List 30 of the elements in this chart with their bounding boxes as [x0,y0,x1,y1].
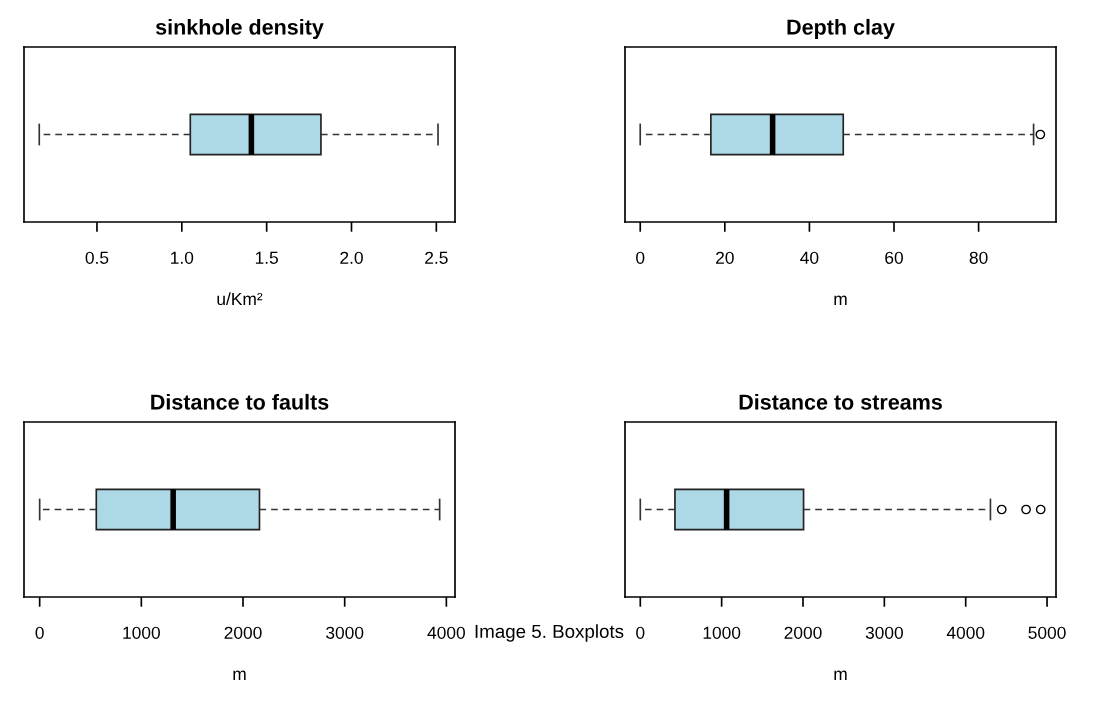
x-tick-label: 1.0 [171,251,194,264]
chart-title: Depth clay [787,18,895,39]
x-tick-label: 0 [636,626,645,639]
x-tick-label: 2000 [224,626,262,639]
x-tick-label: 0.5 [85,251,109,264]
chart-title: Distance to streams [739,393,942,410]
chart-title: sinkhole density [155,18,324,39]
x-tick-label: 2.0 [340,251,363,264]
x-tick-label: 0 [35,626,44,639]
x-tick-label: 60 [885,251,903,264]
x-tick-label: 1.5 [255,251,278,264]
chart-title: Distance to faults [151,393,329,410]
x-tick-label: 1000 [703,626,741,639]
x-tick-label: 40 [800,251,819,264]
text: Image 5. Boxplots [475,624,624,642]
x-tick-label: 5000 [1028,626,1066,639]
x-tick-label: 0 [636,251,645,264]
x-tick-label: 2.5 [425,251,448,264]
x-axis-title: m [834,670,847,680]
x-tick-label: 2000 [784,626,822,639]
x-tick-label: 3000 [326,626,364,639]
x-tick-label: 4000 [427,626,465,639]
x-tick-label: 80 [969,251,988,264]
x-tick-label: 3000 [865,626,903,639]
x-tick-label: 20 [716,251,734,264]
x-axis-title: u/Km² [217,292,263,306]
x-tick-label: 1000 [123,626,160,639]
x-tick-label: 4000 [946,626,985,639]
x-axis-title: m [233,670,246,680]
x-axis-title: m [834,295,847,305]
